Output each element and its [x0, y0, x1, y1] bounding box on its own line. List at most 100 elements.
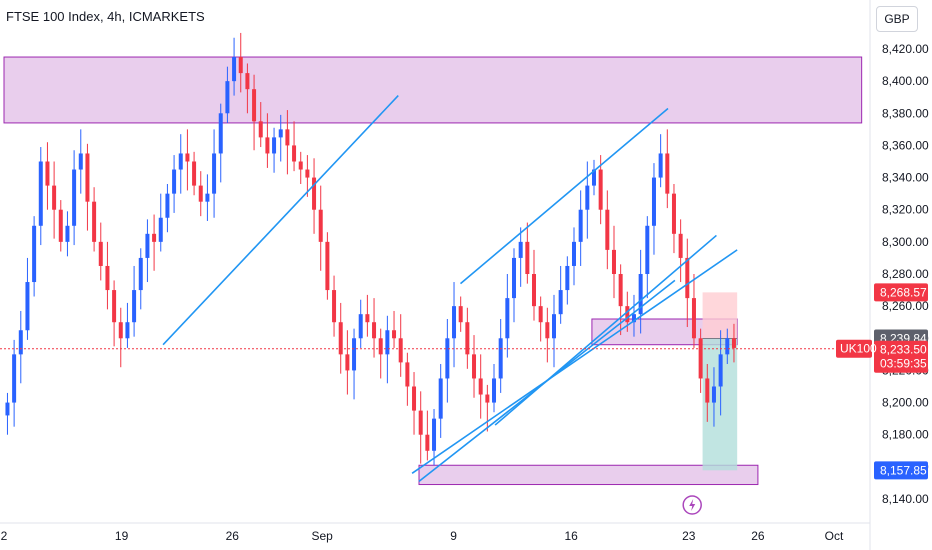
candle — [598, 155, 603, 225]
candle — [312, 158, 317, 234]
candle — [118, 307, 123, 368]
price-tick-label: 8,360.00 — [882, 138, 929, 152]
trend-lines[interactable] — [162, 95, 738, 482]
svg-text:UK100: UK100 — [840, 342, 877, 356]
trend-line-1[interactable] — [411, 249, 738, 474]
candle — [58, 200, 63, 252]
candle — [358, 299, 363, 348]
symbol-tag: UK100 — [836, 339, 877, 358]
candle — [385, 315, 390, 384]
candle — [178, 134, 183, 194]
candle — [152, 214, 157, 271]
candle — [298, 151, 303, 184]
currency-selector[interactable]: GBP — [876, 6, 918, 32]
candle — [458, 296, 463, 332]
time-axis[interactable]: 2 19 26 Sep 9 16 23 26 Oct — [1, 529, 844, 543]
candle — [12, 339, 17, 427]
candle — [398, 314, 403, 377]
candle — [172, 155, 177, 213]
candle — [725, 328, 730, 364]
candle — [105, 241, 110, 310]
candle — [225, 66, 230, 123]
candle — [585, 161, 590, 239]
candle — [432, 409, 437, 466]
trend-line-4[interactable] — [418, 279, 676, 482]
candle — [285, 110, 290, 175]
price-axis[interactable]: 8,140.008,160.008,180.008,200.008,220.00… — [882, 42, 929, 506]
candle — [338, 302, 343, 374]
candle — [478, 354, 483, 419]
candle — [665, 129, 670, 209]
candle — [678, 219, 683, 283]
candle — [405, 352, 410, 406]
candle — [718, 330, 723, 416]
candle — [658, 134, 663, 188]
time-tick-label: 23 — [682, 529, 696, 543]
price-tick-label: 8,180.00 — [882, 428, 929, 442]
candle — [45, 142, 50, 210]
svg-text:8,157.85: 8,157.85 — [880, 463, 927, 477]
candle — [591, 159, 596, 196]
trend-line-0[interactable] — [162, 95, 399, 346]
price-tick-label: 8,280.00 — [882, 267, 929, 281]
candle — [32, 216, 37, 297]
svg-text:8,233.50: 8,233.50 — [880, 343, 927, 357]
candle — [165, 184, 170, 233]
candle — [445, 319, 450, 403]
candle — [452, 282, 457, 368]
candle — [465, 307, 470, 369]
zone-2[interactable] — [418, 464, 759, 486]
candle — [218, 103, 223, 183]
candle — [512, 248, 517, 323]
candle — [232, 37, 237, 96]
candle — [485, 384, 490, 432]
candle — [558, 265, 563, 324]
candle — [492, 364, 497, 413]
price-tick-label: 8,400.00 — [882, 74, 929, 88]
candle — [332, 275, 337, 337]
stop-loss-area[interactable] — [702, 292, 738, 339]
candle — [325, 232, 330, 300]
candle — [305, 155, 310, 197]
candle — [318, 185, 323, 271]
price-tick-label: 8,340.00 — [882, 171, 929, 185]
candle — [472, 335, 477, 398]
candle — [192, 151, 197, 196]
candle — [132, 265, 137, 337]
candle — [498, 319, 503, 393]
supply-demand-zones — [3, 56, 863, 486]
candle — [85, 143, 90, 231]
candle — [412, 372, 417, 435]
candle — [378, 328, 383, 379]
trend-line-2[interactable] — [459, 107, 669, 285]
time-tick-label: 26 — [226, 529, 240, 543]
target-price-tag: 8,157.85 — [874, 461, 928, 480]
price-tick-label: 8,260.00 — [882, 299, 929, 313]
price-tick-label: 8,320.00 — [882, 203, 929, 217]
candle — [691, 274, 696, 348]
candlesticks — [5, 32, 736, 466]
lightning-icon[interactable] — [682, 495, 702, 515]
candle — [505, 274, 510, 358]
candle — [125, 302, 130, 348]
candle — [532, 249, 537, 321]
svg-text:03:59:35: 03:59:35 — [880, 357, 927, 371]
short-position-tool[interactable] — [702, 292, 738, 471]
candle — [145, 219, 150, 283]
candle — [365, 294, 370, 337]
candle — [372, 298, 377, 358]
candle — [265, 113, 270, 168]
candle — [392, 310, 397, 348]
time-tick-label: 9 — [450, 529, 457, 543]
time-tick-label: Sep — [311, 529, 333, 543]
stop-price-tag: 8,268.57 — [874, 283, 928, 302]
time-tick-label: 2 — [1, 529, 8, 543]
candle — [638, 249, 643, 334]
candle — [25, 257, 30, 340]
svg-text:8,268.57: 8,268.57 — [880, 285, 927, 299]
zone-0[interactable] — [3, 56, 863, 124]
candle — [38, 147, 43, 246]
candle — [52, 161, 57, 239]
